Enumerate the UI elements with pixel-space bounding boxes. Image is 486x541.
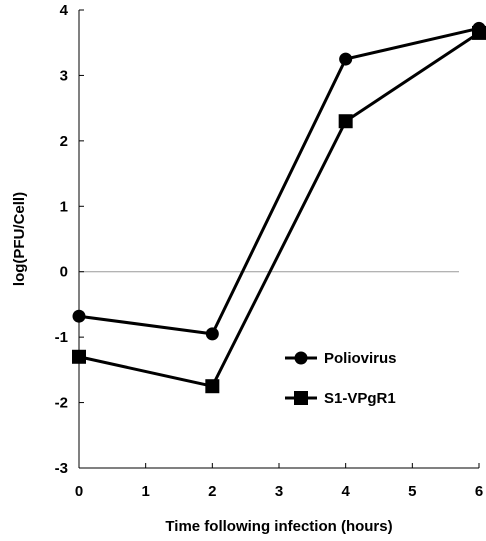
data-point-circle bbox=[205, 327, 219, 341]
data-point-square bbox=[338, 114, 353, 129]
series-group bbox=[72, 21, 486, 394]
x-axis-title: Time following infection (hours) bbox=[165, 518, 392, 535]
series-poliovirus bbox=[72, 21, 486, 341]
y-tick-label: -1 bbox=[55, 329, 68, 346]
data-point-circle bbox=[339, 52, 353, 66]
y-tick-label: 2 bbox=[60, 133, 68, 150]
legend: Poliovirus S1-VPgR1 bbox=[285, 350, 397, 407]
y-tick-label: 3 bbox=[60, 67, 68, 84]
y-axis-title: log(PFU/Cell) bbox=[11, 192, 28, 286]
series-line bbox=[78, 26, 480, 336]
series-s1-vpgr1 bbox=[72, 25, 486, 394]
x-tick-label: 3 bbox=[275, 483, 283, 500]
x-tick-label: 4 bbox=[341, 483, 350, 500]
legend-marker-circle bbox=[294, 351, 308, 365]
data-point-square bbox=[205, 379, 220, 394]
x-tick-group: 0 1 2 3 4 5 6 bbox=[75, 463, 483, 500]
y-tick-label: -2 bbox=[55, 395, 68, 412]
x-tick-label: 6 bbox=[475, 483, 483, 500]
y-tick-label: -3 bbox=[55, 460, 68, 477]
y-tick-label: 0 bbox=[60, 264, 68, 281]
data-point-square bbox=[472, 25, 486, 40]
legend-item: Poliovirus bbox=[285, 350, 397, 367]
y-tick-label: 1 bbox=[60, 198, 68, 215]
x-tick-label: 1 bbox=[141, 483, 149, 500]
legend-label: S1-VPgR1 bbox=[324, 390, 396, 407]
data-point-circle bbox=[72, 309, 86, 323]
y-tick-label: 4 bbox=[60, 2, 69, 19]
data-point-square bbox=[72, 349, 86, 364]
x-tick-label: 0 bbox=[75, 483, 83, 500]
series-line bbox=[78, 31, 480, 388]
legend-marker-square bbox=[294, 391, 308, 405]
x-tick-label: 5 bbox=[408, 483, 416, 500]
legend-item: S1-VPgR1 bbox=[285, 390, 396, 407]
legend-label: Poliovirus bbox=[324, 350, 397, 367]
x-tick-label: 2 bbox=[208, 483, 216, 500]
y-tick-group: -3 -2 -1 0 1 2 3 4 bbox=[55, 2, 84, 477]
